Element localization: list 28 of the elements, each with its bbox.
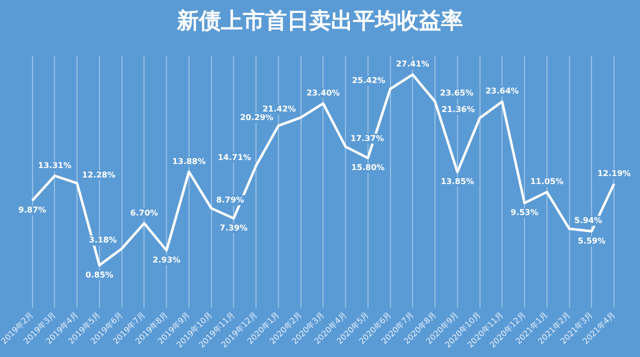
data-label: 13.88% xyxy=(172,156,206,166)
data-label: 21.36% xyxy=(441,105,475,114)
data-label: 14.71% xyxy=(218,152,252,162)
data-label: 20.29% xyxy=(240,112,274,122)
data-label: 9.87% xyxy=(18,206,46,215)
data-label: 12.28% xyxy=(82,170,116,180)
data-label: 8.79% xyxy=(216,195,244,204)
chart-title: 新债上市首日卖出平均收益率 xyxy=(176,8,464,36)
data-label: 13.31% xyxy=(38,160,72,170)
data-label: 15.80% xyxy=(351,163,385,172)
data-label: 5.94% xyxy=(574,216,602,225)
data-label: 6.70% xyxy=(130,208,158,218)
data-label: 27.41% xyxy=(396,60,430,69)
data-label: 12.19% xyxy=(597,168,631,178)
data-label: 0.85% xyxy=(86,270,114,280)
data-label: 3.18% xyxy=(89,236,117,245)
data-label: 9.53% xyxy=(510,208,538,218)
data-label: 23.64% xyxy=(485,86,519,96)
data-label: 2.93% xyxy=(152,255,180,264)
data-label: 21.42% xyxy=(262,104,296,114)
data-label: 23.40% xyxy=(306,88,340,98)
data-label: 13.85% xyxy=(440,177,474,186)
data-label: 5.59% xyxy=(578,236,606,246)
data-label: 11.05% xyxy=(530,177,564,186)
data-label: 25.42% xyxy=(352,76,386,85)
data-label: 17.37% xyxy=(350,134,384,143)
data-label: 7.39% xyxy=(220,223,248,232)
data-label: 23.65% xyxy=(440,88,474,98)
